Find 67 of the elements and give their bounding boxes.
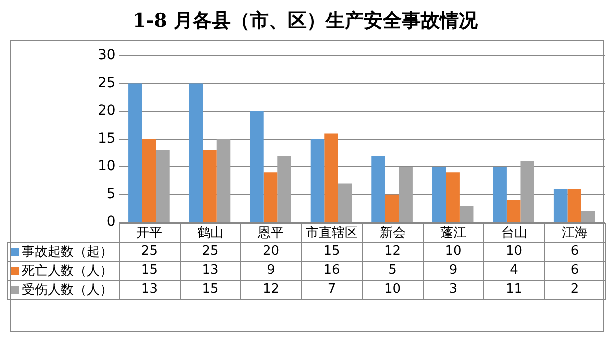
- data-label: 10: [484, 242, 545, 262]
- data-label: 7: [302, 280, 362, 300]
- data-label: 13: [180, 261, 241, 280]
- x-tick-label: 江海: [544, 223, 606, 242]
- data-label: 6: [544, 261, 606, 280]
- data-label: 15: [119, 261, 180, 280]
- data-label: 11: [484, 280, 545, 300]
- x-tick-label: 蓬江: [423, 223, 484, 242]
- data-label: 2: [544, 280, 606, 300]
- data-label: 13: [119, 280, 180, 300]
- y-tick-label: 30: [98, 48, 116, 64]
- x-tick-label: 市直辖区: [302, 223, 362, 242]
- bar: [324, 134, 338, 222]
- data-label: 4: [484, 261, 545, 280]
- data-label: 9: [423, 261, 484, 280]
- data-label: 5: [362, 261, 424, 280]
- x-tick-label: 恩平: [240, 223, 302, 242]
- legend-label: 事故起数（起）: [7, 242, 120, 262]
- data-label: 10: [423, 242, 484, 262]
- y-tick-label: 25: [98, 75, 116, 92]
- y-tick-label: 15: [98, 130, 116, 147]
- bar: [493, 167, 507, 222]
- y-tick-label: 20: [98, 103, 116, 120]
- x-tick-label: 鹤山: [180, 223, 241, 242]
- bar: [506, 200, 521, 222]
- bar: [156, 150, 170, 222]
- y-tick-label: 0: [106, 214, 116, 230]
- bar: [554, 189, 568, 222]
- bar: [385, 194, 400, 222]
- data-label: 25: [119, 242, 180, 262]
- data-label: 10: [362, 280, 424, 300]
- data-label: 9: [240, 261, 302, 280]
- bar: [278, 156, 292, 222]
- bar: [250, 112, 264, 222]
- x-tick-label: 台山: [484, 223, 545, 242]
- data-label: 3: [423, 280, 484, 300]
- bar: [203, 150, 217, 222]
- data-label: 12: [362, 242, 424, 262]
- bar: [142, 139, 156, 222]
- x-tick-label: 开平: [119, 223, 180, 242]
- data-label: 16: [302, 261, 362, 280]
- y-tick-label: 10: [98, 158, 116, 175]
- y-tick-label: 5: [106, 186, 116, 202]
- data-label: 20: [240, 242, 302, 262]
- bar: [568, 189, 582, 222]
- bar: [520, 162, 535, 222]
- bar: [189, 84, 204, 222]
- x-tick-label: 新会: [362, 223, 424, 242]
- bar: [582, 211, 596, 222]
- chart-title: 1-8 月各县（市、区）生产安全事故情况: [132, 9, 479, 34]
- bar: [310, 139, 325, 222]
- bar: [128, 84, 142, 222]
- legend-label: 受伤人数（人）: [7, 280, 120, 300]
- bar: [460, 206, 474, 222]
- bar: [338, 184, 352, 222]
- bar: [446, 172, 460, 222]
- bar: [216, 139, 231, 222]
- legend-label: 死亡人数（人）: [7, 261, 120, 280]
- data-label: 15: [302, 242, 362, 262]
- data-label: 6: [544, 242, 606, 262]
- data-label: 25: [180, 242, 241, 262]
- bar: [432, 167, 446, 222]
- bar: [399, 167, 413, 222]
- data-label: 12: [240, 280, 302, 300]
- data-label: 15: [180, 280, 241, 300]
- bar: [264, 172, 278, 222]
- bar: [372, 156, 386, 222]
